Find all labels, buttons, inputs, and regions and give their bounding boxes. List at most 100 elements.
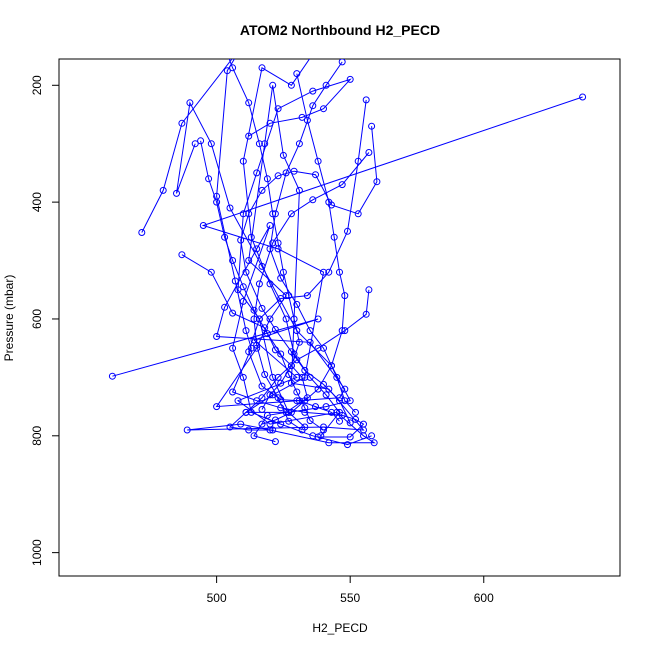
data-point xyxy=(277,295,285,302)
data-point xyxy=(197,137,205,145)
series-1 xyxy=(108,81,378,449)
data-point xyxy=(344,441,351,449)
data-point xyxy=(328,362,335,370)
data-point xyxy=(239,373,247,381)
plot-frame xyxy=(58,58,621,577)
data-point xyxy=(245,426,253,434)
data-point xyxy=(341,397,349,405)
data-point xyxy=(287,408,295,416)
data-point xyxy=(207,140,215,148)
data-point xyxy=(255,280,263,288)
data-point xyxy=(290,315,298,323)
data-point xyxy=(258,420,266,428)
data-point xyxy=(263,175,271,183)
data-point xyxy=(293,327,301,335)
data-point xyxy=(314,157,322,165)
data-point xyxy=(269,81,277,89)
data-point xyxy=(312,403,319,411)
data-point xyxy=(266,391,274,399)
data-point xyxy=(258,382,266,390)
series-line xyxy=(181,254,308,443)
data-point xyxy=(223,67,231,75)
data-point xyxy=(237,420,245,428)
data-point xyxy=(352,408,359,416)
data-point xyxy=(214,24,220,30)
y-axis-label: Pressure (mbar) xyxy=(2,275,16,362)
data-point xyxy=(368,432,376,440)
data-point xyxy=(320,344,327,352)
data-point xyxy=(253,169,261,177)
data-point xyxy=(274,373,282,381)
data-point xyxy=(250,306,258,314)
series-line xyxy=(242,59,341,437)
data-point xyxy=(258,406,266,413)
data-point xyxy=(255,140,263,148)
data-point xyxy=(287,362,295,370)
data-point xyxy=(287,81,295,89)
series-8 xyxy=(237,122,381,427)
data-point xyxy=(277,404,285,412)
data-point xyxy=(360,420,367,428)
data-point xyxy=(277,274,285,282)
data-point xyxy=(338,59,346,66)
data-point xyxy=(368,122,376,130)
data-point xyxy=(226,204,234,212)
data-point xyxy=(336,417,343,425)
data-point xyxy=(229,388,237,396)
data-point xyxy=(274,394,282,402)
data-point xyxy=(322,81,330,89)
data-point xyxy=(159,186,167,194)
data-point xyxy=(346,419,354,427)
data-point xyxy=(138,229,146,236)
data-point xyxy=(237,236,245,244)
series-13 xyxy=(214,24,303,413)
data-point xyxy=(301,404,309,412)
data-point xyxy=(173,189,180,197)
data-point xyxy=(266,222,274,229)
series-2 xyxy=(173,93,587,416)
data-point xyxy=(253,397,261,405)
data-point xyxy=(338,181,346,189)
data-point xyxy=(295,140,303,148)
data-point xyxy=(293,70,301,78)
data-point xyxy=(298,373,306,381)
data-point xyxy=(301,366,309,374)
data-point xyxy=(108,372,116,380)
data-point xyxy=(301,408,309,416)
data-point xyxy=(336,268,343,276)
data-point xyxy=(266,245,274,253)
y-axis: 200 400 600 800 1000 xyxy=(30,75,59,566)
data-point xyxy=(309,87,317,95)
series-6 xyxy=(239,59,343,440)
data-point xyxy=(274,172,282,180)
data-point xyxy=(263,330,271,338)
data-point xyxy=(234,286,242,294)
data-point xyxy=(282,315,290,323)
data-point xyxy=(221,233,229,241)
data-point xyxy=(229,64,237,72)
data-point xyxy=(285,292,293,300)
series-9 xyxy=(250,149,373,434)
x-tick-label: 550 xyxy=(340,591,360,605)
data-point xyxy=(245,348,253,356)
data-point xyxy=(285,417,293,425)
data-point xyxy=(336,408,343,416)
data-point xyxy=(245,99,253,107)
data-point xyxy=(269,210,277,218)
data-point xyxy=(309,432,317,440)
data-point xyxy=(341,292,349,300)
data-point xyxy=(338,327,346,335)
x-axis: 500 550 600 xyxy=(207,576,494,605)
data-point xyxy=(274,239,282,247)
data-point xyxy=(266,315,274,323)
data-point xyxy=(370,439,378,447)
data-point xyxy=(269,239,277,247)
data-point xyxy=(266,280,274,288)
data-point xyxy=(282,169,290,177)
data-point xyxy=(320,105,327,113)
data-point xyxy=(341,385,349,393)
data-point xyxy=(290,167,298,175)
data-point xyxy=(253,341,261,349)
data-point xyxy=(314,344,322,352)
